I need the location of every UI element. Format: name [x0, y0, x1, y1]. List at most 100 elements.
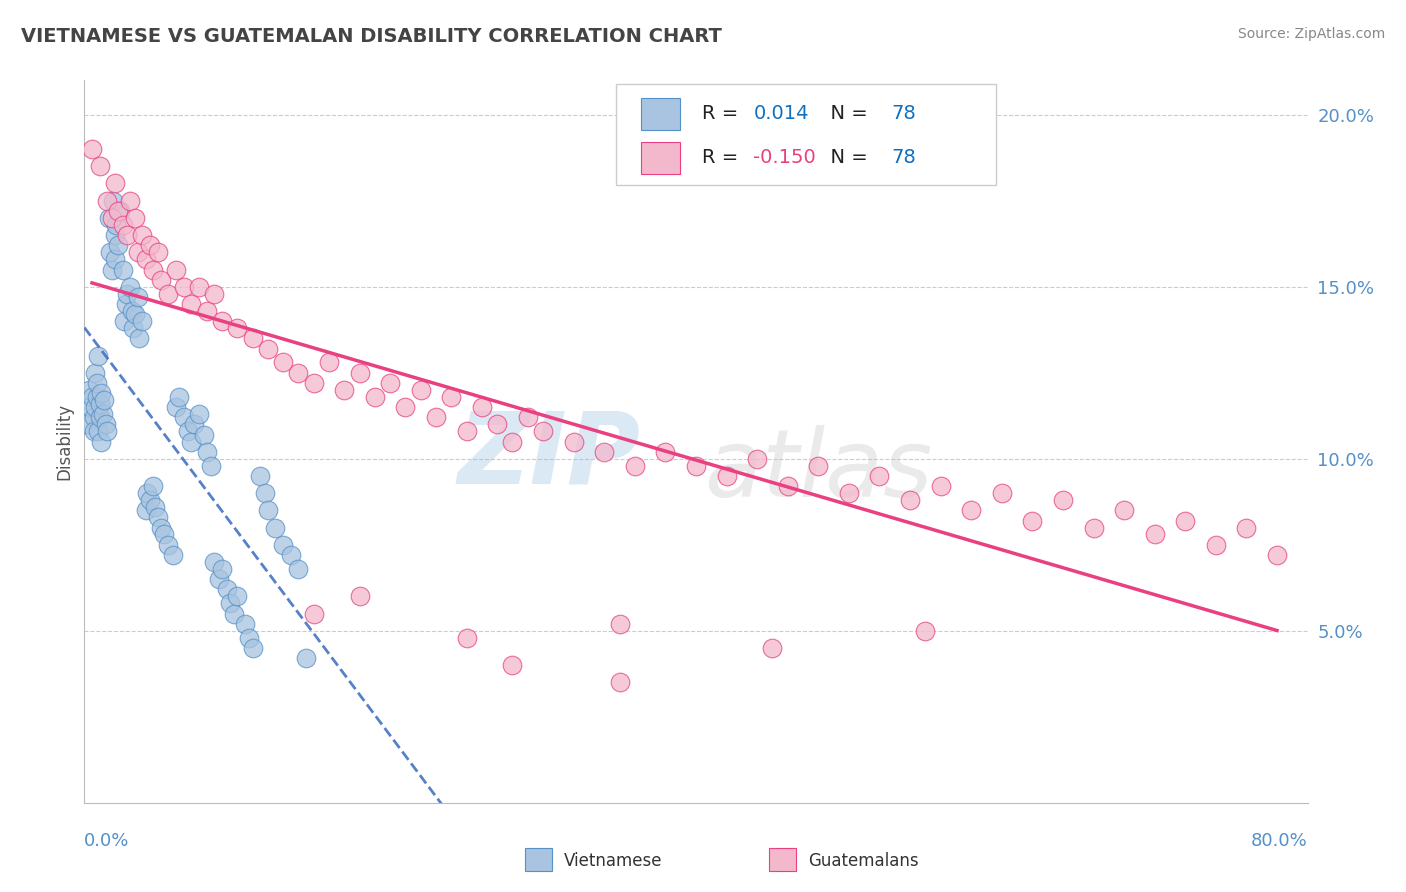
Point [79, 400, 101, 414]
Point [991, 486, 1014, 500]
Point [183, 417, 205, 432]
Point [142, 479, 165, 493]
Point [1205, 538, 1227, 552]
Point [1236, 520, 1258, 534]
Text: -0.150: -0.150 [754, 148, 817, 168]
Point [120, 279, 142, 293]
Y-axis label: Disability: Disability [55, 403, 73, 480]
Point [177, 424, 200, 438]
Point [124, 307, 146, 321]
Point [165, 262, 187, 277]
Point [146, 510, 169, 524]
Point [87, 349, 110, 363]
FancyBboxPatch shape [641, 142, 681, 174]
Point [380, 376, 402, 390]
Point [131, 228, 153, 243]
Point [838, 486, 860, 500]
Point [502, 434, 524, 449]
Point [139, 238, 162, 252]
Point [264, 520, 287, 534]
Point [142, 262, 165, 277]
Point [94, 417, 117, 432]
Point [609, 616, 631, 631]
Point [135, 503, 157, 517]
Point [531, 424, 554, 438]
Text: 0.014: 0.014 [754, 104, 808, 123]
Point [609, 675, 631, 690]
Point [218, 596, 240, 610]
Point [593, 445, 616, 459]
Point [195, 445, 218, 459]
Point [233, 616, 256, 631]
Point [143, 500, 166, 514]
Point [333, 383, 356, 397]
Point [409, 383, 432, 397]
Point [471, 400, 494, 414]
Point [173, 279, 195, 293]
Point [349, 590, 371, 604]
Point [364, 390, 387, 404]
Point [89, 410, 111, 425]
Point [122, 321, 145, 335]
Point [165, 400, 187, 414]
Point [104, 228, 127, 243]
Text: Source: ZipAtlas.com: Source: ZipAtlas.com [1237, 27, 1385, 41]
Point [101, 211, 124, 225]
Point [77, 383, 100, 397]
Point [120, 194, 142, 208]
Point [685, 458, 707, 473]
Point [86, 376, 108, 390]
Point [654, 445, 676, 459]
Point [271, 355, 294, 369]
Point [104, 177, 127, 191]
Point [96, 194, 118, 208]
Point [97, 211, 120, 225]
Point [929, 479, 952, 493]
Point [253, 486, 276, 500]
Point [146, 245, 169, 260]
Point [302, 376, 325, 390]
Point [211, 562, 233, 576]
Point [101, 262, 124, 277]
Point [157, 538, 180, 552]
Point [238, 631, 260, 645]
Point [1143, 527, 1166, 541]
Point [202, 286, 225, 301]
Point [295, 651, 318, 665]
Point [200, 458, 222, 473]
Point [1083, 520, 1105, 534]
Text: 78: 78 [891, 104, 917, 123]
Text: 78: 78 [891, 148, 917, 168]
Point [318, 355, 340, 369]
Point [394, 400, 416, 414]
Point [83, 410, 105, 425]
Point [257, 503, 280, 517]
FancyBboxPatch shape [769, 848, 796, 871]
Text: 0.0%: 0.0% [84, 831, 129, 850]
Point [91, 407, 114, 421]
Point [914, 624, 936, 638]
Point [93, 393, 115, 408]
Point [115, 286, 138, 301]
Point [215, 582, 238, 597]
Point [153, 527, 176, 541]
Point [115, 228, 138, 243]
Point [302, 607, 325, 621]
Point [1021, 514, 1043, 528]
Point [180, 434, 202, 449]
Text: VIETNAMESE VS GUATEMALAN DISABILITY CORRELATION CHART: VIETNAMESE VS GUATEMALAN DISABILITY CORR… [21, 27, 721, 45]
Point [127, 290, 149, 304]
Point [456, 424, 478, 438]
Text: N =: N = [818, 104, 875, 123]
Point [716, 469, 738, 483]
Point [180, 297, 202, 311]
Point [271, 538, 294, 552]
Point [121, 303, 143, 318]
Point [202, 555, 225, 569]
FancyBboxPatch shape [616, 84, 995, 185]
Point [425, 410, 447, 425]
Point [128, 331, 150, 345]
Point [761, 640, 783, 655]
Point [287, 366, 309, 380]
Point [226, 590, 249, 604]
